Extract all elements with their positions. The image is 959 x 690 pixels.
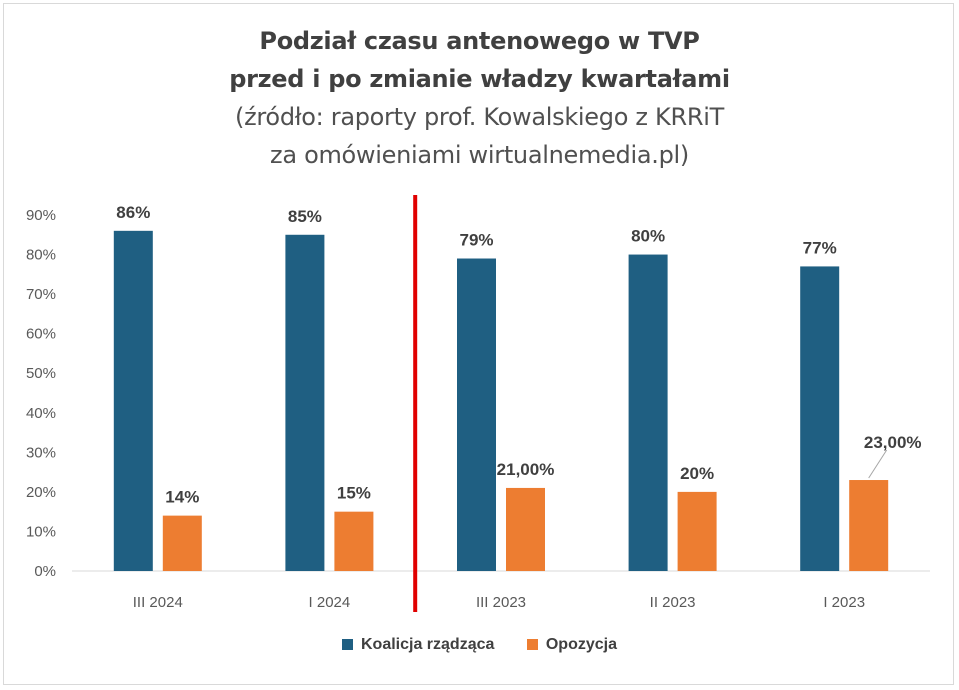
y-tick-label: 60% (26, 326, 56, 343)
x-category-label: I 2024 (309, 594, 351, 611)
legend-label-opozycja: Opozycja (545, 636, 617, 653)
legend-swatch-opozycja (526, 639, 538, 650)
bar-koalicja (285, 234, 325, 571)
data-label-koalicja: 86% (116, 203, 150, 222)
bar-opozycja (162, 515, 202, 571)
chart-title: Podział czasu antenowego w TVP (259, 27, 700, 55)
legend-item-koalicja: Koalicja rządząca (342, 636, 494, 654)
x-category-label: III 2024 (133, 594, 183, 611)
leader-line (868, 449, 888, 479)
chart-title-line2: przed i po zmianie władzy kwartałami (229, 65, 730, 93)
data-label-opozycja: 23,00% (864, 433, 922, 452)
legend-item-opozycja: Opozycja (526, 636, 617, 654)
legend-label-koalicja: Koalicja rządząca (361, 636, 495, 653)
y-tick-label: 10% (26, 523, 56, 540)
y-tick-label: 40% (26, 405, 56, 422)
chart-subtitle: (źródło: raporty prof. Kowalskiego z KRR… (235, 103, 724, 131)
y-tick-label: 30% (26, 444, 56, 461)
chart-title-block: Podział czasu antenowego w TVP przed i p… (0, 22, 959, 174)
bar-koalicja (457, 258, 496, 571)
x-category-label: II 2023 (650, 594, 696, 611)
y-tick-label: 80% (26, 247, 56, 264)
data-label-opozycja: 15% (337, 484, 371, 503)
y-tick-label: 0% (34, 563, 56, 580)
bar-opozycja (506, 487, 545, 571)
y-tick-label: 70% (26, 286, 56, 303)
legend: Koalicja rządząca Opozycja (0, 636, 959, 654)
x-category-label: I 2023 (823, 594, 865, 611)
x-category-label: III 2023 (476, 594, 526, 611)
bar-opozycja (334, 511, 374, 571)
data-label-opozycja: 21,00% (497, 460, 555, 479)
data-label-koalicja: 80% (631, 227, 665, 246)
bar-koalicja (628, 254, 668, 572)
data-label-opozycja: 20% (680, 464, 714, 483)
data-label-koalicja: 79% (459, 231, 493, 250)
data-label-koalicja: 85% (288, 207, 322, 226)
bar-opozycja (677, 491, 717, 571)
bar-koalicja (113, 230, 153, 572)
bar-koalicja (800, 266, 840, 571)
data-label-koalicja: 77% (803, 238, 837, 257)
bar-opozycja (849, 480, 889, 571)
data-label-opozycja: 14% (165, 488, 199, 507)
y-tick-label: 50% (26, 365, 56, 382)
y-tick-label: 20% (26, 484, 56, 501)
y-tick-label: 90% (26, 207, 56, 224)
chart-subtitle-line2: za omówieniami wirtualnemedia.pl) (270, 141, 689, 169)
legend-swatch-koalicja (342, 639, 353, 650)
